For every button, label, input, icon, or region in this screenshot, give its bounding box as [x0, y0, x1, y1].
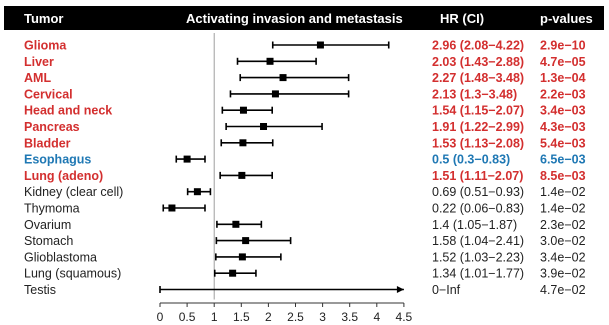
hr-ci-value: 1.34 (1.01−1.77) — [432, 267, 524, 281]
forest-row: Bladder 1.53 (1.13−2.08) 5.4e−03 — [24, 136, 586, 150]
tumor-label: Kidney (clear cell) — [24, 185, 123, 199]
hr-ci-value: 1.52 (1.03−2.23) — [432, 250, 524, 264]
hr-point — [229, 269, 237, 277]
p-value: 1.3e−04 — [540, 71, 586, 85]
forest-row: Pancreas 1.91 (1.22−2.99) 4.3e−03 — [24, 120, 586, 134]
x-tick-label: 4.5 — [396, 310, 413, 324]
p-value: 1.4e−02 — [540, 185, 586, 199]
p-value: 4.7e−05 — [540, 55, 586, 69]
p-value: 2.9e−10 — [540, 39, 586, 53]
header-pvalue: p-values — [540, 11, 593, 26]
p-value: 4.7e−02 — [540, 283, 586, 297]
x-tick-label: 3 — [319, 310, 326, 324]
p-value: 4.3e−03 — [540, 120, 586, 134]
forest-row: Cervical 2.13 (1.3−3.48) 2.2e−03 — [24, 87, 586, 101]
hr-point — [316, 41, 324, 49]
forest-row: Stomach 1.58 (1.04−2.41) 3.0e−02 — [24, 234, 586, 248]
hr-ci-value: 1.53 (1.13−2.08) — [432, 136, 524, 150]
p-value: 5.4e−03 — [540, 136, 586, 150]
hr-point — [279, 74, 287, 82]
rows-layer: Glioma 2.96 (2.08−4.22) 2.9e−10 Liver 2.03 (… — [24, 33, 586, 300]
tumor-label: Pancreas — [24, 120, 80, 134]
forest-row: Lung (squamous) 1.34 (1.01−1.77) 3.9e−02 — [24, 267, 586, 281]
p-value: 8.5e−03 — [540, 169, 586, 183]
tumor-label: Head and neck — [24, 104, 112, 118]
header-tumor: Tumor — [24, 11, 63, 26]
tumor-label: Lung (squamous) — [24, 267, 121, 281]
hr-ci-value: 2.03 (1.43−2.88) — [432, 55, 524, 69]
tumor-label: Cervical — [24, 87, 73, 101]
tumor-label: Esophagus — [24, 153, 91, 167]
x-tick-label: 4 — [373, 310, 380, 324]
forest-row: Glioblastoma 1.52 (1.03−2.23) 3.4e−02 — [24, 250, 586, 264]
hr-ci-value: 1.91 (1.22−2.99) — [432, 120, 524, 134]
p-value: 1.4e−02 — [540, 202, 586, 216]
forest-row: Ovarium 1.4 (1.05−1.87) 2.3e−02 — [24, 218, 586, 232]
x-tick-label: 3.5 — [341, 310, 358, 324]
p-value: 3.4e−02 — [540, 250, 586, 264]
hr-ci-value: 1.4 (1.05−1.87) — [432, 218, 517, 232]
forest-row: Lung (adeno) 1.51 (1.11−2.07) 8.5e−03 — [24, 169, 586, 183]
tumor-label: Ovarium — [24, 218, 71, 232]
hr-ci-value: 2.96 (2.08−4.22) — [432, 39, 524, 53]
forest-row: Kidney (clear cell) 0.69 (0.51−0.93) 1.4e−… — [24, 185, 586, 199]
forest-row: Glioma 2.96 (2.08−4.22) 2.9e−10 — [24, 39, 586, 53]
ci-arrow — [396, 286, 404, 293]
hr-ci-value: 1.58 (1.04−2.41) — [432, 234, 524, 248]
tumor-label: Glioma — [24, 39, 67, 53]
tumor-label: Testis — [24, 283, 56, 297]
header-hr: HR (CI) — [440, 11, 484, 26]
hr-ci-value: 0.5 (0.3−0.83) — [432, 153, 510, 167]
hr-point — [168, 204, 176, 212]
x-tick-label: 0 — [157, 310, 164, 324]
tumor-label: Bladder — [24, 136, 71, 150]
hr-ci-value: 1.51 (1.11−2.07) — [432, 169, 523, 183]
x-tick-label: 0.5 — [179, 310, 196, 324]
forest-row: Head and neck 1.54 (1.15−2.07) 3.4e−03 — [24, 104, 586, 118]
tumor-label: Liver — [24, 55, 54, 69]
tumor-label: Glioblastoma — [24, 250, 97, 264]
hr-ci-value: 0.69 (0.51−0.93) — [432, 185, 524, 199]
hr-point — [238, 253, 246, 261]
x-tick-label: 1 — [211, 310, 218, 324]
p-value: 3.0e−02 — [540, 234, 586, 248]
p-value: 3.4e−03 — [540, 104, 586, 118]
p-value: 2.2e−03 — [540, 87, 586, 101]
hr-ci-value: 2.13 (1.3−3.48) — [432, 87, 517, 101]
hr-point — [271, 90, 279, 98]
tumor-label: Stomach — [24, 234, 73, 248]
hr-ci-value: 0.22 (0.06−0.83) — [432, 202, 524, 216]
tumor-label: Thymoma — [24, 202, 80, 216]
hr-point — [238, 171, 246, 179]
p-value: 3.9e−02 — [540, 267, 586, 281]
hr-point — [260, 123, 268, 130]
hr-point — [242, 237, 250, 245]
x-tick-label: 1.5 — [233, 310, 250, 324]
forest-row: Thymoma 0.22 (0.06−0.83) 1.4e−02 — [24, 202, 586, 216]
hr-point — [239, 106, 247, 114]
x-tick-label: 2 — [265, 310, 272, 324]
hr-point — [193, 188, 201, 196]
forest-row: Esophagus 0.5 (0.3−0.83) 6.5e−03 — [24, 153, 586, 167]
p-value: 2.3e−02 — [540, 218, 586, 232]
hr-ci-value: 0−Inf — [432, 283, 461, 297]
forest-row: AML 2.27 (1.48−3.48) 1.3e−04 — [24, 71, 586, 85]
header-title: Activating invasion and metastasis — [186, 11, 403, 26]
forest-row: Liver 2.03 (1.43−2.88) 4.7e−05 — [24, 55, 586, 69]
hr-point — [266, 57, 274, 65]
x-axis: 0 0.5 1 1.5 2 2.5 3 3.5 4 4.5 — [157, 302, 413, 324]
tumor-label: Lung (adeno) — [24, 169, 103, 183]
x-tick-label: 2.5 — [287, 310, 304, 324]
forest-row: Testis 0−Inf 4.7e−02 — [24, 283, 586, 297]
tumor-label: AML — [24, 71, 51, 85]
hr-point — [183, 155, 191, 163]
header-bar — [4, 6, 604, 30]
hr-ci-value: 2.27 (1.48−3.48) — [432, 71, 524, 85]
p-value: 6.5e−03 — [540, 153, 586, 167]
hr-point — [239, 139, 247, 147]
hr-point — [232, 220, 240, 228]
hr-ci-value: 1.54 (1.15−2.07) — [432, 104, 524, 118]
